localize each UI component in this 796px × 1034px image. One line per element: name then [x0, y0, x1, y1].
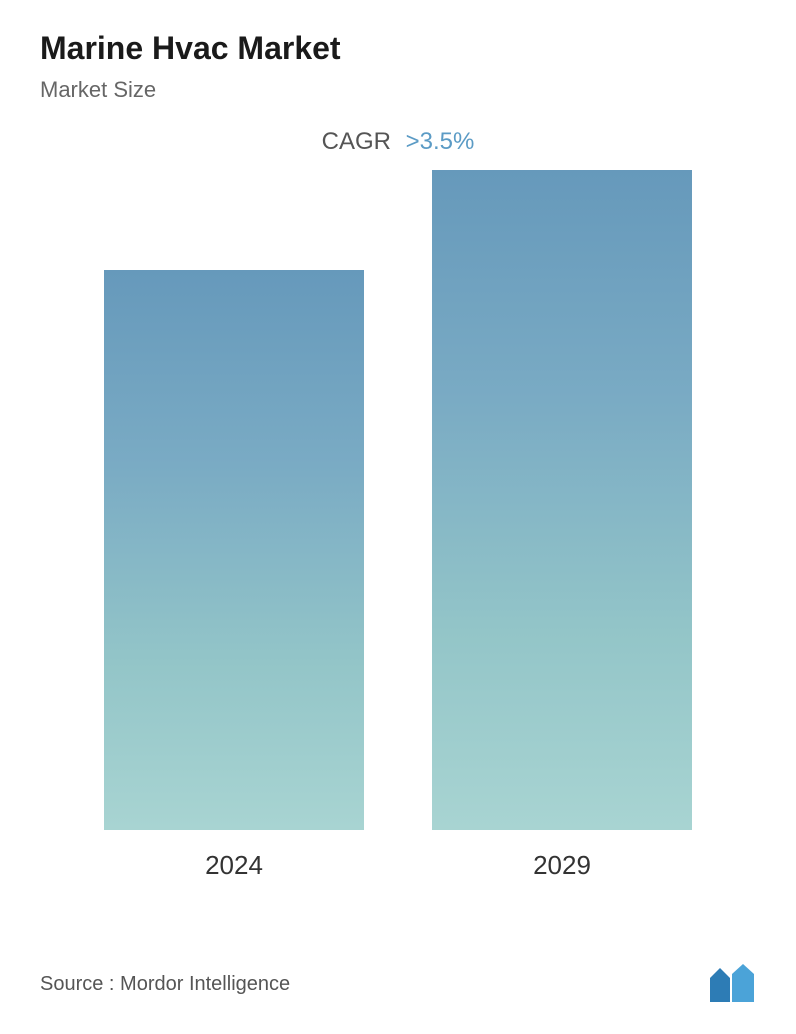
bar-label-0: 2024 [205, 850, 263, 881]
chart-area: 2024 2029 [40, 201, 756, 881]
cagr-label: CAGR [322, 128, 391, 155]
bar-group-1: 2029 [422, 170, 702, 881]
cagr-row: CAGR >3.5% [40, 128, 756, 156]
footer: Source : Mordor Intelligence [40, 964, 756, 1004]
bar-label-1: 2029 [533, 850, 591, 881]
mordor-logo-icon [708, 964, 756, 1004]
chart-subtitle: Market Size [40, 77, 756, 103]
bar-0 [104, 270, 364, 830]
bar-1 [432, 170, 692, 830]
cagr-value: >3.5% [406, 128, 475, 155]
source-text: Source : Mordor Intelligence [40, 973, 290, 996]
chart-title: Marine Hvac Market [40, 30, 756, 67]
bar-group-0: 2024 [94, 270, 374, 881]
